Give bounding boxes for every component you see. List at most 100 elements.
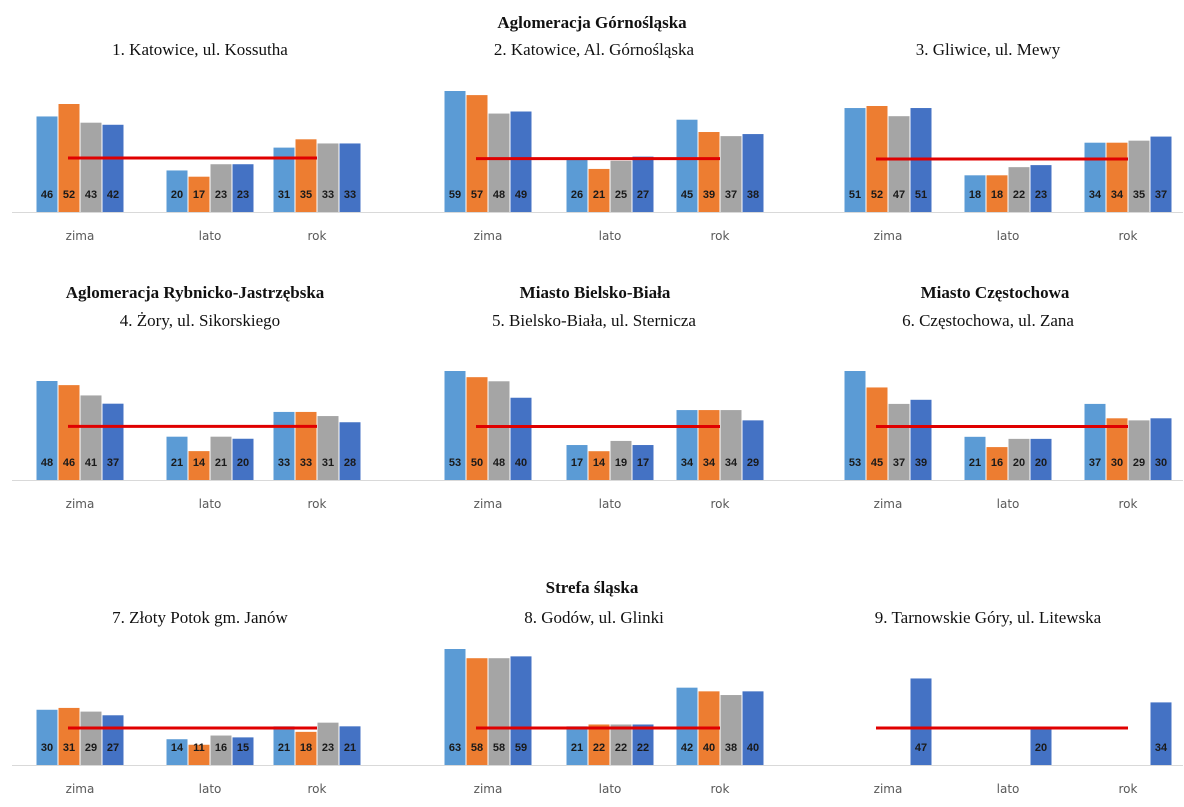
bar-zima-series-1: [444, 649, 466, 765]
data-label: 27: [107, 742, 119, 754]
bar-rok-series-1: [676, 119, 698, 212]
data-label: 25: [615, 189, 627, 201]
bar-zima-series-3: [488, 381, 510, 480]
bar-zima-series-1: [36, 116, 58, 212]
bar-rok-series-4: [1150, 136, 1172, 212]
data-label: 50: [471, 457, 483, 469]
data-label: 17: [637, 457, 649, 469]
category-label-rok: rok: [1119, 229, 1138, 243]
bar-zima-series-4: [102, 403, 124, 480]
bar-rok-series-1: [676, 687, 698, 765]
bar-lato-series-3: [610, 160, 632, 212]
data-label: 29: [85, 742, 97, 754]
data-label: 45: [681, 189, 693, 201]
chart-title-2: 2. Katowice, Al. Górnośląska: [493, 40, 695, 59]
data-label: 14: [593, 457, 606, 469]
bar-rok-series-3: [720, 136, 742, 212]
data-label: 58: [493, 742, 505, 754]
data-label: 48: [493, 457, 505, 469]
chart-title-8: 8. Godów, ul. Glinki: [524, 608, 664, 627]
bar-lato-series-2: [588, 724, 610, 765]
data-label: 21: [969, 457, 981, 469]
bar-lato-series-3: [1008, 167, 1030, 212]
data-label: 35: [1133, 189, 1145, 201]
bar-lato-series-4: [1030, 728, 1052, 765]
bar-lato-series-1: [566, 158, 588, 212]
bar-lato-series-2: [986, 175, 1008, 212]
bar-zima-series-1: [444, 91, 466, 212]
bar-rok-series-1: [273, 147, 295, 212]
bar-lato-series-4: [232, 438, 254, 480]
data-label: 18: [991, 189, 1003, 201]
heading-aglomeracja-rybnicko-jastrzebska: Aglomeracja Rybnicko-Jastrzębska: [65, 283, 325, 302]
data-label: 59: [449, 189, 461, 201]
bar-rok-series-3: [317, 143, 339, 212]
data-label: 48: [41, 457, 53, 469]
bar-zima-series-2: [58, 385, 80, 480]
category-label-lato: lato: [599, 782, 622, 796]
data-label: 15: [237, 742, 249, 754]
bar-lato-series-3: [610, 440, 632, 480]
data-label: 21: [344, 742, 356, 754]
data-label: 38: [747, 189, 759, 201]
chart-title-7: 7. Złoty Potok gm. Janów: [112, 608, 288, 627]
bar-rok-series-1: [273, 411, 295, 480]
data-label: 42: [681, 742, 693, 754]
bar-zima-series-3: [888, 403, 910, 480]
data-label: 37: [725, 189, 737, 201]
category-label-rok: rok: [711, 229, 730, 243]
chart-title-1: 1. Katowice, ul. Kossutha: [112, 40, 288, 59]
bar-rok-series-4: [742, 691, 764, 765]
data-label: 47: [915, 742, 927, 754]
bar-rok-series-3: [720, 410, 742, 480]
data-label: 46: [41, 189, 53, 201]
data-label: 17: [193, 189, 205, 201]
bar-lato-series-3: [1008, 438, 1030, 480]
data-label: 20: [1035, 457, 1047, 469]
category-label-zima: zima: [66, 497, 95, 511]
category-label-zima: zima: [474, 497, 503, 511]
data-label: 21: [571, 742, 583, 754]
bar-rok-series-1: [1084, 403, 1106, 480]
data-label: 37: [893, 457, 905, 469]
chart-title-6: 6. Częstochowa, ul. Zana: [902, 311, 1074, 330]
data-label: 19: [615, 457, 627, 469]
category-label-zima: zima: [874, 497, 903, 511]
data-label: 18: [300, 742, 312, 754]
data-label: 22: [1013, 189, 1025, 201]
data-label: 29: [747, 457, 759, 469]
bar-rok-series-4: [339, 726, 361, 765]
data-label: 40: [703, 742, 715, 754]
data-label: 47: [893, 189, 905, 201]
data-label: 40: [747, 742, 759, 754]
chart-title-5: 5. Bielsko-Biała, ul. Sternicza: [492, 311, 696, 330]
category-label-zima: zima: [474, 782, 503, 796]
data-label: 20: [1035, 742, 1047, 754]
data-label: 37: [1155, 189, 1167, 201]
data-label: 21: [278, 742, 290, 754]
data-label: 29: [1133, 457, 1145, 469]
data-label: 38: [725, 742, 737, 754]
bar-zima-series-3: [80, 395, 102, 480]
chart-title-3: 3. Gliwice, ul. Mewy: [915, 40, 1061, 59]
chart-title-4: 4. Żory, ul. Sikorskiego: [119, 311, 281, 330]
category-label-zima: zima: [874, 229, 903, 243]
category-label-lato: lato: [199, 497, 222, 511]
category-label-zima: zima: [66, 229, 95, 243]
bar-zima-series-3: [80, 122, 102, 212]
bar-lato-series-3: [210, 164, 232, 212]
bar-zima-series-4: [510, 111, 532, 212]
data-label: 42: [107, 189, 119, 201]
category-label-lato: lato: [199, 782, 222, 796]
bar-rok-series-1: [273, 726, 295, 765]
bar-lato-series-1: [964, 175, 986, 212]
bar-rok-series-4: [1150, 418, 1172, 480]
data-label: 46: [63, 457, 75, 469]
data-label: 14: [193, 457, 206, 469]
data-label: 34: [725, 457, 738, 469]
category-label-lato: lato: [599, 497, 622, 511]
